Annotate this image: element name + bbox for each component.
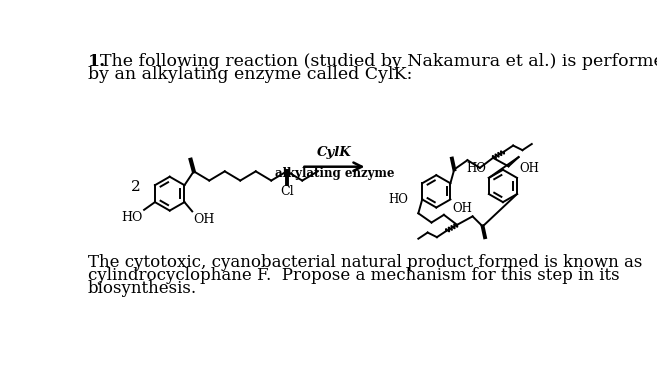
Text: CylK: CylK	[317, 146, 351, 159]
Text: OH: OH	[453, 202, 472, 215]
Text: Cl: Cl	[280, 185, 294, 198]
Text: The following reaction (studied by Nakamura et al.) is performed: The following reaction (studied by Nakam…	[100, 53, 657, 70]
Text: by an alkylating enzyme called CylK:: by an alkylating enzyme called CylK:	[87, 66, 412, 83]
Text: 2: 2	[131, 180, 141, 194]
Text: alkylating enzyme: alkylating enzyme	[275, 168, 394, 180]
Text: cylindrocyclophane F.  Propose a mechanism for this step in its: cylindrocyclophane F. Propose a mechanis…	[87, 267, 619, 284]
Text: The cytotoxic, cyanobacterial natural product formed is known as: The cytotoxic, cyanobacterial natural pr…	[87, 254, 642, 271]
Text: HO: HO	[466, 162, 487, 175]
Text: HO: HO	[388, 193, 408, 206]
Text: OH: OH	[193, 213, 214, 226]
Text: biosynthesis.: biosynthesis.	[87, 280, 196, 297]
Text: 1.: 1.	[87, 53, 106, 70]
Text: HO: HO	[121, 211, 143, 224]
Text: OH: OH	[520, 162, 539, 175]
